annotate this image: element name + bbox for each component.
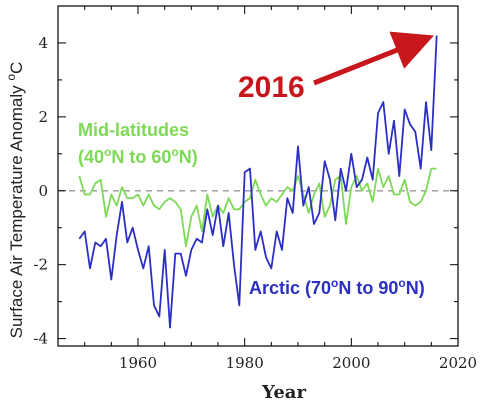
y-axis-title: Surface Air Temperature Anomaly oC — [4, 62, 26, 339]
mid-latitudes-label: Mid-latitudes — [78, 120, 189, 140]
plot-border — [57, 5, 459, 347]
series-line-arctic — [78, 35, 438, 329]
series-lines — [78, 35, 438, 329]
y-tick-label: 0 — [38, 182, 48, 200]
y-tick-label: 4 — [38, 34, 48, 52]
x-tick-label: 2000 — [332, 354, 370, 372]
x-tick-label: 1960 — [119, 354, 157, 372]
mid-latitudes-range-label: (40oN to 60oN) — [78, 145, 198, 167]
y-tick-label: 2 — [38, 108, 48, 126]
axis-ticks: 1960 1980 2000 2020 -4 -2 0 2 4 — [33, 5, 477, 372]
highlight-2016-label: 2016 — [238, 71, 305, 104]
y-tick-label: -2 — [33, 256, 48, 274]
highlight-arrow — [313, 31, 434, 86]
series-line-mid-latitudes — [78, 167, 437, 248]
y-tick-label: -4 — [33, 330, 48, 348]
plot-frame — [57, 5, 459, 347]
arctic-label: Arctic (70oN to 90oN) — [249, 276, 425, 298]
x-axis-title: Year — [261, 382, 306, 403]
x-tick-label: 1980 — [226, 354, 264, 372]
x-tick-label: 2020 — [439, 354, 477, 372]
